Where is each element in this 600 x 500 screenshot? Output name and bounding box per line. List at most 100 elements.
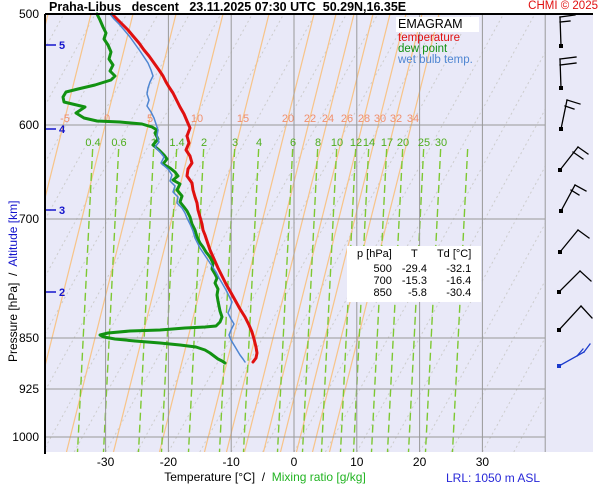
wind-barb bbox=[557, 305, 593, 332]
wind-barb-shaft bbox=[560, 99, 568, 130]
plot-background bbox=[45, 14, 593, 452]
table-cell: -15.3 bbox=[401, 275, 427, 287]
wet-adiabat-line bbox=[225, 14, 337, 452]
wind-barb-shaft bbox=[558, 351, 585, 367]
wind-barb bbox=[559, 14, 576, 48]
wind-barb bbox=[559, 184, 587, 213]
mixing-ratio-line bbox=[276, 148, 294, 452]
wind-barb bbox=[558, 229, 590, 254]
wet-adiabat-label: 0 bbox=[104, 113, 110, 125]
wet-adiabat-label: 15 bbox=[237, 113, 249, 125]
wind-barb-feather bbox=[559, 20, 571, 23]
mixing-ratio-line bbox=[187, 148, 205, 452]
wet-adiabat-label: 22 bbox=[304, 113, 316, 125]
mixing-ratio-label: 3 bbox=[232, 137, 238, 149]
table-cell: -30.4 bbox=[446, 287, 472, 299]
wet-adiabat-label: -5 bbox=[60, 113, 70, 125]
table-row: 700 -15.3 -16.4 bbox=[352, 275, 476, 287]
wet-adiabat-line bbox=[45, 14, 92, 201]
wind-barb-feather bbox=[583, 343, 591, 353]
altitude-ticks: 5 4 3 2 bbox=[46, 40, 66, 299]
mixing-ratio-line bbox=[160, 148, 178, 452]
wet-adiabat-label: 34 bbox=[407, 113, 419, 125]
wind-barb-feather bbox=[574, 184, 587, 192]
wind-barb-shaft bbox=[559, 146, 579, 171]
mixing-ratio-line bbox=[320, 148, 338, 452]
wind-barb-feather bbox=[566, 99, 581, 105]
mixing-ratio-label: 0.6 bbox=[111, 137, 126, 149]
lrl-label: LRL: 1050 m ASL bbox=[446, 471, 541, 485]
mixing-ratio-axis-title: Mixing ratio [g/kg] bbox=[271, 470, 366, 484]
wet-adiabat-line bbox=[45, 14, 134, 369]
wet-adiabat-line bbox=[158, 14, 270, 452]
sounding-table-header: p [hPa] T Td [°C] bbox=[352, 248, 476, 263]
pressure-tick-label: 700 bbox=[19, 212, 39, 226]
wet-adiabat-label: 5 bbox=[147, 113, 153, 125]
table-cell: 850 bbox=[373, 287, 392, 299]
mixing-ratio-label: 30 bbox=[435, 137, 447, 149]
wind-barb-feather bbox=[559, 14, 576, 18]
table-row: 850 -5.8 -30.4 bbox=[352, 287, 476, 299]
sounding-table: p [hPa] T Td [°C] 500 -29.4 -32.1 700 -15.3 -16… bbox=[347, 246, 482, 302]
wind-barb-feather bbox=[570, 189, 580, 196]
page-title: Praha-Libus descent 23.11.2025 07:30 UTC… bbox=[49, 0, 407, 14]
temperature-curve bbox=[110, 12, 259, 364]
pressure-axis-title: Pressure [hPa] bbox=[6, 282, 20, 362]
wind-barb bbox=[559, 99, 581, 131]
wet-adiabat-label: 24 bbox=[322, 113, 334, 125]
mixing-ratio-label: 20 bbox=[397, 137, 409, 149]
mixing-ratio-line bbox=[301, 148, 319, 452]
gridline-families bbox=[45, 14, 545, 452]
y-axis-title: Pressure [hPa] / Altitude [km] bbox=[6, 200, 20, 362]
wet-bulb-temp--curve bbox=[109, 13, 246, 363]
mixing-ratio-label: 12 bbox=[350, 137, 362, 149]
dry-adiabat-lines bbox=[45, 14, 545, 452]
table-cell: -16.4 bbox=[446, 275, 472, 287]
wet-adiabat-line bbox=[279, 14, 391, 452]
table-cell: 500 bbox=[373, 263, 392, 275]
temperature-tick-label: 20 bbox=[413, 455, 427, 469]
wind-barb-shaft bbox=[558, 270, 581, 293]
wind-barb-feather bbox=[559, 62, 577, 66]
altitude-tick-label: 3 bbox=[59, 205, 65, 217]
dry-adiabat-line bbox=[136, 14, 379, 452]
wind-barb-feather bbox=[576, 348, 584, 357]
dry-adiabat-line bbox=[230, 14, 473, 452]
mixing-ratio-label: 17 bbox=[381, 137, 393, 149]
wet-adiabat-label: 20 bbox=[282, 113, 294, 125]
pressure-tick-label: 850 bbox=[19, 331, 39, 345]
wind-barb-shaft bbox=[559, 58, 562, 89]
table-header-cell: T bbox=[411, 248, 418, 260]
wet-adiabat-line bbox=[328, 14, 440, 452]
dry-adiabat-line bbox=[45, 14, 159, 221]
temperature-tick-label: 0 bbox=[291, 455, 298, 469]
wind-barb-feather bbox=[564, 105, 575, 110]
temperature-tick-label: 30 bbox=[476, 455, 490, 469]
wind-barb-feather bbox=[577, 146, 589, 155]
dry-adiabat-line bbox=[73, 14, 316, 452]
temperature-tick-label: -10 bbox=[223, 455, 241, 469]
wind-barb-feather bbox=[559, 56, 577, 60]
wet-adiabat-label: 26 bbox=[341, 113, 353, 125]
wet-adiabat-label: 30 bbox=[374, 113, 386, 125]
mixing-ratio-label: 1.4 bbox=[169, 137, 184, 149]
mixing-ratio-lines bbox=[76, 148, 469, 452]
dry-adiabat-line bbox=[45, 14, 190, 278]
x-axis-title: Temperature [°C] / Mixing ratio [g/kg] bbox=[164, 470, 366, 484]
temperature-tick-label: -30 bbox=[97, 455, 115, 469]
mixing-ratio-label: 4 bbox=[256, 137, 262, 149]
mixing-ratio-label: 0.4 bbox=[85, 137, 100, 149]
wind-barb bbox=[557, 270, 592, 294]
mixing-ratio-label: 25 bbox=[418, 137, 430, 149]
mixing-ratio-line bbox=[76, 148, 94, 452]
legend-item: wet bulb temp. bbox=[398, 54, 473, 66]
dry-adiabat-line bbox=[105, 14, 347, 452]
wind-barb bbox=[558, 146, 589, 172]
table-cell: -29.4 bbox=[401, 263, 427, 275]
dew-point-curve bbox=[61, 12, 227, 365]
legend-title: EMAGRAM bbox=[396, 17, 479, 32]
wind-barb bbox=[559, 56, 577, 90]
dry-adiabat-line bbox=[199, 14, 442, 452]
dry-adiabat-line bbox=[293, 14, 536, 452]
